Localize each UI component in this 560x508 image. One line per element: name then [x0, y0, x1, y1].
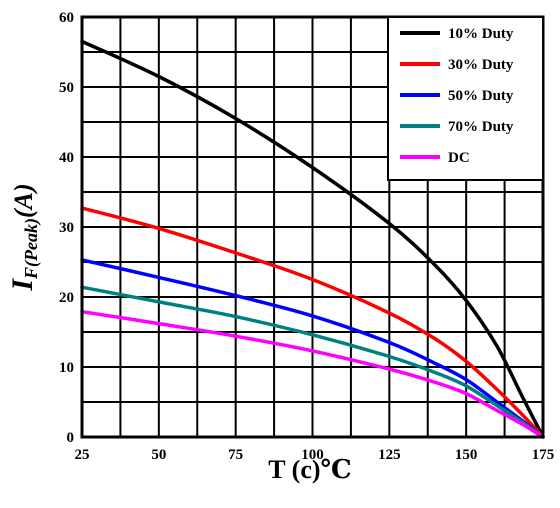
tick-labels: 25 50 75 100 125 150 175 0 10 20 30 40 50 60	[59, 10, 554, 463]
series-line-2	[80, 258, 545, 439]
legend-label-1: 30% Duty	[448, 57, 514, 73]
x-tick-label: 75	[228, 447, 243, 463]
legend-label-4: DC	[448, 150, 470, 166]
legend-label-2: 50% Duty	[448, 88, 514, 104]
y-tick-label: 10	[59, 360, 74, 376]
y-tick-label: 20	[59, 290, 74, 306]
y-tick-label: 30	[59, 220, 74, 236]
y-tick-label: 50	[59, 80, 74, 96]
legend-box	[387, 16, 544, 181]
x-tick-label: 150	[455, 447, 478, 463]
y-axis-label: IF(Peak)(A)	[6, 183, 42, 291]
y-tick-label: 40	[59, 150, 74, 166]
x-tick-label: 175	[532, 447, 555, 463]
series-line-0	[80, 39, 545, 439]
y-tick-label: 0	[67, 430, 75, 446]
legend-label-0: 10% Duty	[448, 26, 514, 42]
plot-frame	[80, 15, 545, 439]
x-tick-label: 50	[151, 447, 166, 463]
legend: 10% Duty 30% Duty 50% Duty 70% Duty DC	[387, 16, 544, 181]
x-tick-label: 25	[75, 447, 90, 463]
series-lines	[80, 39, 545, 439]
series-line-4	[80, 309, 545, 439]
series-line-1	[80, 206, 545, 439]
x-tick-label: 100	[301, 447, 324, 463]
y-axis-label-main: I	[6, 278, 39, 292]
series-line-3	[80, 285, 545, 439]
y-tick-label: 60	[59, 10, 74, 26]
legend-label-3: 70% Duty	[448, 119, 514, 135]
x-tick-label: 125	[378, 447, 401, 463]
y-axis-label-unit: (A)	[9, 183, 38, 218]
y-axis-label-sub: F(Peak)	[21, 218, 42, 280]
x-axis-label: T (c)℃	[268, 455, 351, 484]
